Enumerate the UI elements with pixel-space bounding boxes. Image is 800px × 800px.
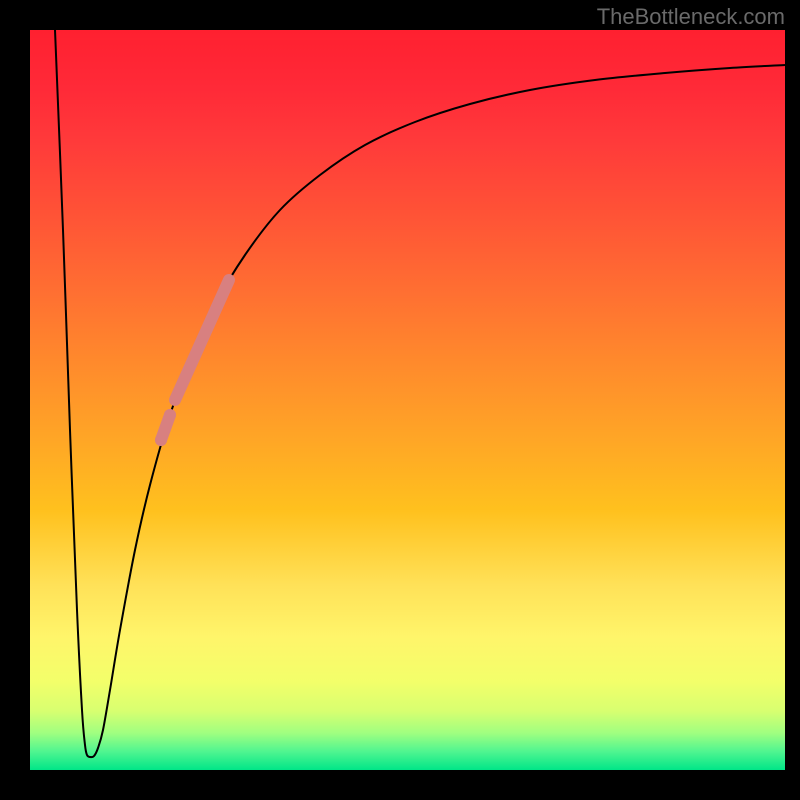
curve-overlay (30, 30, 785, 770)
watermark-text: TheBottleneck.com (597, 4, 785, 30)
bottleneck-curve (55, 30, 785, 757)
highlight-region (155, 280, 229, 446)
chart-plot-area (30, 30, 785, 770)
